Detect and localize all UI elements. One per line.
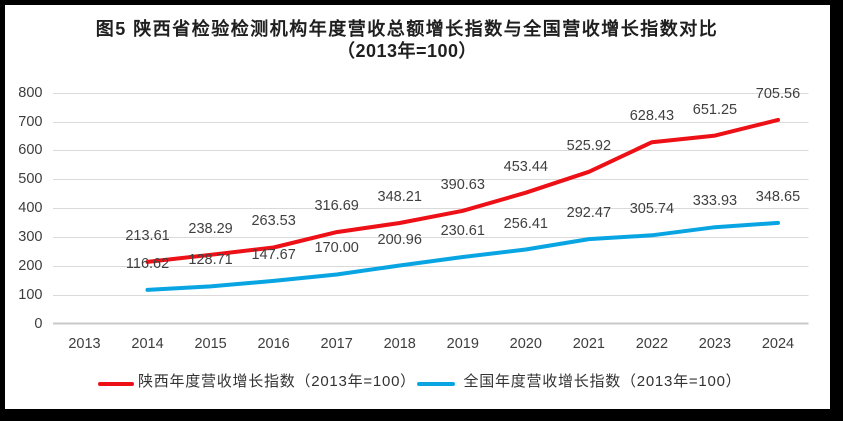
x-tick-label: 2022 bbox=[635, 336, 669, 353]
chart-title: 图5 陕西省检验检测机构年度营收总额增长指数与全国营收增长指数对比 （2013年… bbox=[4, 19, 810, 61]
x-tick-label: 2018 bbox=[383, 336, 416, 353]
data-label-s0: 316.69 bbox=[314, 198, 359, 215]
data-label-s0: 263.53 bbox=[251, 213, 296, 230]
chart-background bbox=[5, 5, 830, 409]
x-tick-label: 2013 bbox=[68, 336, 101, 353]
series-line-0 bbox=[145, 117, 780, 264]
x-tick-label: 2014 bbox=[131, 336, 164, 353]
data-label-s1: 333.93 bbox=[692, 193, 738, 210]
x-tick-label: 2017 bbox=[320, 336, 353, 353]
data-label-s1: 305.74 bbox=[629, 201, 675, 218]
data-label-s0: 628.43 bbox=[629, 108, 675, 125]
data-label-s0: 651.25 bbox=[692, 101, 738, 118]
data-label-s1: 292.47 bbox=[566, 205, 612, 222]
legend-swatch-shaanxi bbox=[98, 381, 134, 386]
series-line-1 bbox=[145, 220, 780, 292]
legend-label-national: 全国年度营收增长指数（2013年=100） bbox=[463, 372, 742, 390]
data-label-s1: 170.00 bbox=[314, 240, 359, 257]
x-tick-label: 2023 bbox=[698, 336, 732, 353]
y-tick-label: 800 bbox=[18, 84, 43, 101]
y-tick-label: 700 bbox=[18, 113, 43, 130]
x-tick-label: 2020 bbox=[509, 336, 542, 353]
data-label-s0: 348.21 bbox=[377, 189, 422, 206]
chart-title-line1: 图5 陕西省检验检测机构年度营收总额增长指数与全国营收增长指数对比 bbox=[95, 19, 719, 39]
data-label-s1: 230.61 bbox=[440, 222, 485, 239]
y-tick-label: 300 bbox=[18, 228, 43, 245]
x-tick-label: 2024 bbox=[761, 336, 795, 353]
data-label-s1: 128.71 bbox=[188, 252, 233, 269]
data-label-s0: 213.61 bbox=[125, 227, 170, 244]
y-tick-label: 200 bbox=[18, 257, 43, 274]
y-tick-label: 400 bbox=[18, 200, 43, 217]
legend-swatch-national bbox=[417, 381, 455, 386]
data-label-s1: 147.67 bbox=[251, 246, 296, 263]
x-tick-label: 2015 bbox=[194, 336, 227, 353]
data-label-s0: 453.44 bbox=[503, 158, 548, 175]
y-tick-label: 0 bbox=[34, 315, 43, 332]
legend-label-shaanxi: 陕西年度营收增长指数（2013年=100） bbox=[138, 372, 416, 390]
x-tick-label: 2016 bbox=[257, 336, 290, 353]
data-label-s1: 200.96 bbox=[377, 231, 422, 248]
y-tick-label: 600 bbox=[18, 142, 43, 159]
data-label-s0: 525.92 bbox=[566, 137, 612, 154]
y-tick-label: 500 bbox=[18, 171, 43, 188]
data-label-s1: 116.62 bbox=[125, 255, 170, 272]
data-label-s1: 348.65 bbox=[755, 188, 801, 205]
y-tick-label: 100 bbox=[18, 286, 43, 303]
data-label-s0: 238.29 bbox=[188, 220, 233, 237]
data-label-s0: 705.56 bbox=[755, 85, 801, 102]
data-label-s0: 390.63 bbox=[440, 176, 485, 193]
chart-title-line2: （2013年=100） bbox=[336, 41, 478, 62]
x-tick-label: 2021 bbox=[572, 336, 605, 353]
x-tick-label: 2019 bbox=[446, 336, 479, 353]
data-label-s1: 256.41 bbox=[503, 215, 548, 232]
